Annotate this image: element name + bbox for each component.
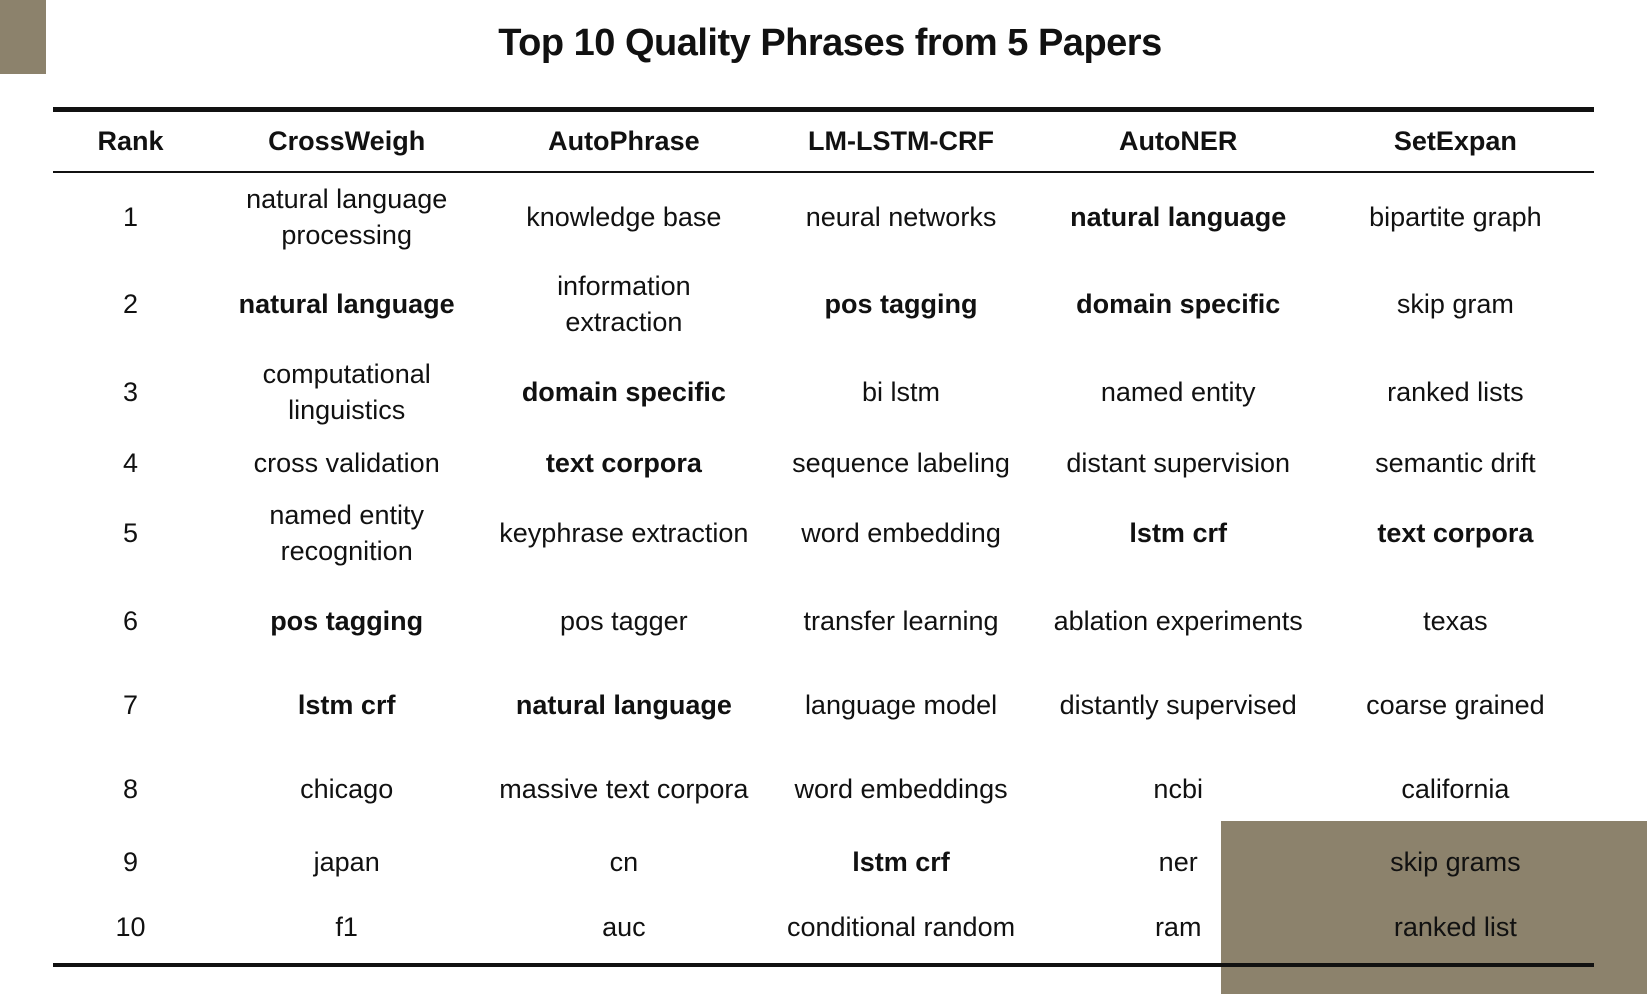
- phrase-cell: sequence labeling: [792, 447, 1010, 478]
- phrase-cell: bipartite graph: [1369, 201, 1542, 232]
- rank-cell: 9: [123, 847, 139, 877]
- column-header-setexpan: SetExpan: [1316, 109, 1594, 173]
- phrase-cell: information extraction: [557, 271, 691, 337]
- phrase-cell: lstm crf: [852, 847, 950, 877]
- phrase-cell: f1: [335, 912, 358, 942]
- column-header-crossweigh: CrossWeigh: [208, 109, 486, 173]
- phrase-cell: distantly supervised: [1059, 690, 1297, 720]
- phrase-cell: ner: [1158, 847, 1198, 877]
- phrase-cell: japan: [313, 847, 380, 877]
- phrase-cell: named entity: [1100, 377, 1256, 407]
- rank-cell: 8: [123, 774, 139, 804]
- phrase-cell: chicago: [300, 774, 394, 804]
- phrase-cell: ranked lists: [1387, 377, 1524, 407]
- column-header-autoner: AutoNER: [1039, 109, 1317, 173]
- rank-cell: 10: [115, 912, 146, 942]
- phrase-cell: knowledge base: [526, 201, 722, 232]
- phrase-cell: domain specific: [1076, 289, 1281, 319]
- table-row: 4 cross validation text corpora sequence…: [53, 436, 1594, 489]
- table-row: 9 japan cn lstm crf ner skip grams: [53, 833, 1594, 891]
- phrase-cell: word embeddings: [794, 774, 1008, 804]
- phrase-cell: pos tagger: [560, 606, 688, 636]
- table-row: 5 named entity recognition keyphrase ext…: [53, 489, 1594, 577]
- phrase-table-container: Rank CrossWeigh AutoPhrase LM-LSTM-CRF A…: [53, 107, 1594, 967]
- phrase-cell: skip grams: [1390, 847, 1521, 877]
- phrase-cell: ablation experiments: [1053, 606, 1303, 636]
- column-header-lm-lstm-crf: LM-LSTM-CRF: [762, 109, 1040, 173]
- table-row: 2 natural language information extractio…: [53, 260, 1594, 348]
- phrase-cell: word embedding: [801, 518, 1001, 548]
- phrase-cell: language model: [804, 690, 998, 720]
- phrase-cell: named entity recognition: [269, 500, 424, 566]
- phrase-cell: computational linguistics: [262, 359, 431, 425]
- column-header-autophrase: AutoPhrase: [485, 109, 763, 173]
- phrase-cell: semantic drift: [1375, 447, 1536, 478]
- phrase-cell: ranked list: [1393, 912, 1517, 942]
- rank-cell: 5: [123, 518, 139, 548]
- phrase-cell: ncbi: [1153, 774, 1203, 804]
- phrase-cell: domain specific: [521, 377, 726, 407]
- phrase-cell: texas: [1423, 606, 1488, 636]
- table-row: 6 pos tagging pos tagger transfer learni…: [53, 577, 1594, 665]
- phrase-cell: conditional random: [786, 912, 1016, 942]
- decorative-corner-block: [0, 0, 46, 74]
- phrase-cell: cross validation: [253, 447, 440, 478]
- phrase-cell: auc: [602, 912, 646, 942]
- phrase-cell: massive text corpora: [499, 774, 749, 804]
- rank-cell: 6: [123, 606, 139, 636]
- rank-cell: 4: [123, 447, 139, 478]
- phrase-cell: transfer learning: [803, 606, 999, 636]
- table-row: 7 lstm crf natural language language mod…: [53, 665, 1594, 745]
- phrase-cell: natural language: [238, 289, 455, 319]
- phrase-cell: cn: [609, 847, 639, 877]
- phrase-cell: natural language processing: [246, 183, 448, 250]
- phrase-cell: bi lstm: [862, 377, 941, 407]
- rank-cell: 2: [123, 289, 139, 319]
- phrase-cell: text corpora: [545, 447, 702, 478]
- phrase-cell: text corpora: [1377, 518, 1534, 548]
- phrase-cell: pos tagging: [270, 606, 424, 636]
- phrase-cell: lstm crf: [297, 690, 396, 720]
- phrase-cell: distant supervision: [1066, 447, 1290, 478]
- quality-phrases-table: Rank CrossWeigh AutoPhrase LM-LSTM-CRF A…: [53, 107, 1594, 967]
- phrase-cell: neural networks: [805, 201, 997, 232]
- phrase-cell: coarse grained: [1366, 690, 1545, 720]
- phrase-cell: natural language: [1070, 201, 1287, 232]
- phrase-cell: natural language: [515, 690, 732, 720]
- phrase-cell: california: [1401, 774, 1510, 804]
- table-header-row: Rank CrossWeigh AutoPhrase LM-LSTM-CRF A…: [53, 109, 1594, 173]
- phrase-cell: lstm crf: [1129, 518, 1227, 548]
- column-header-rank: Rank: [53, 109, 209, 173]
- phrase-cell: skip gram: [1396, 289, 1514, 319]
- page-title: Top 10 Quality Phrases from 5 Papers: [498, 22, 1162, 64]
- table-row: 8 chicago massive text corpora word embe…: [53, 745, 1594, 833]
- table-row: 10 f1 auc conditional random ram ranked …: [53, 891, 1594, 965]
- table-row: 1 natural language processing knowledge …: [53, 172, 1594, 260]
- phrase-cell: ram: [1154, 912, 1202, 942]
- phrase-cell: pos tagging: [824, 289, 978, 319]
- rank-cell: 7: [123, 690, 139, 720]
- phrase-cell: keyphrase extraction: [499, 518, 749, 548]
- rank-cell: 1: [123, 201, 139, 232]
- table-row: 3 computational linguistics domain speci…: [53, 348, 1594, 436]
- rank-cell: 3: [123, 377, 139, 407]
